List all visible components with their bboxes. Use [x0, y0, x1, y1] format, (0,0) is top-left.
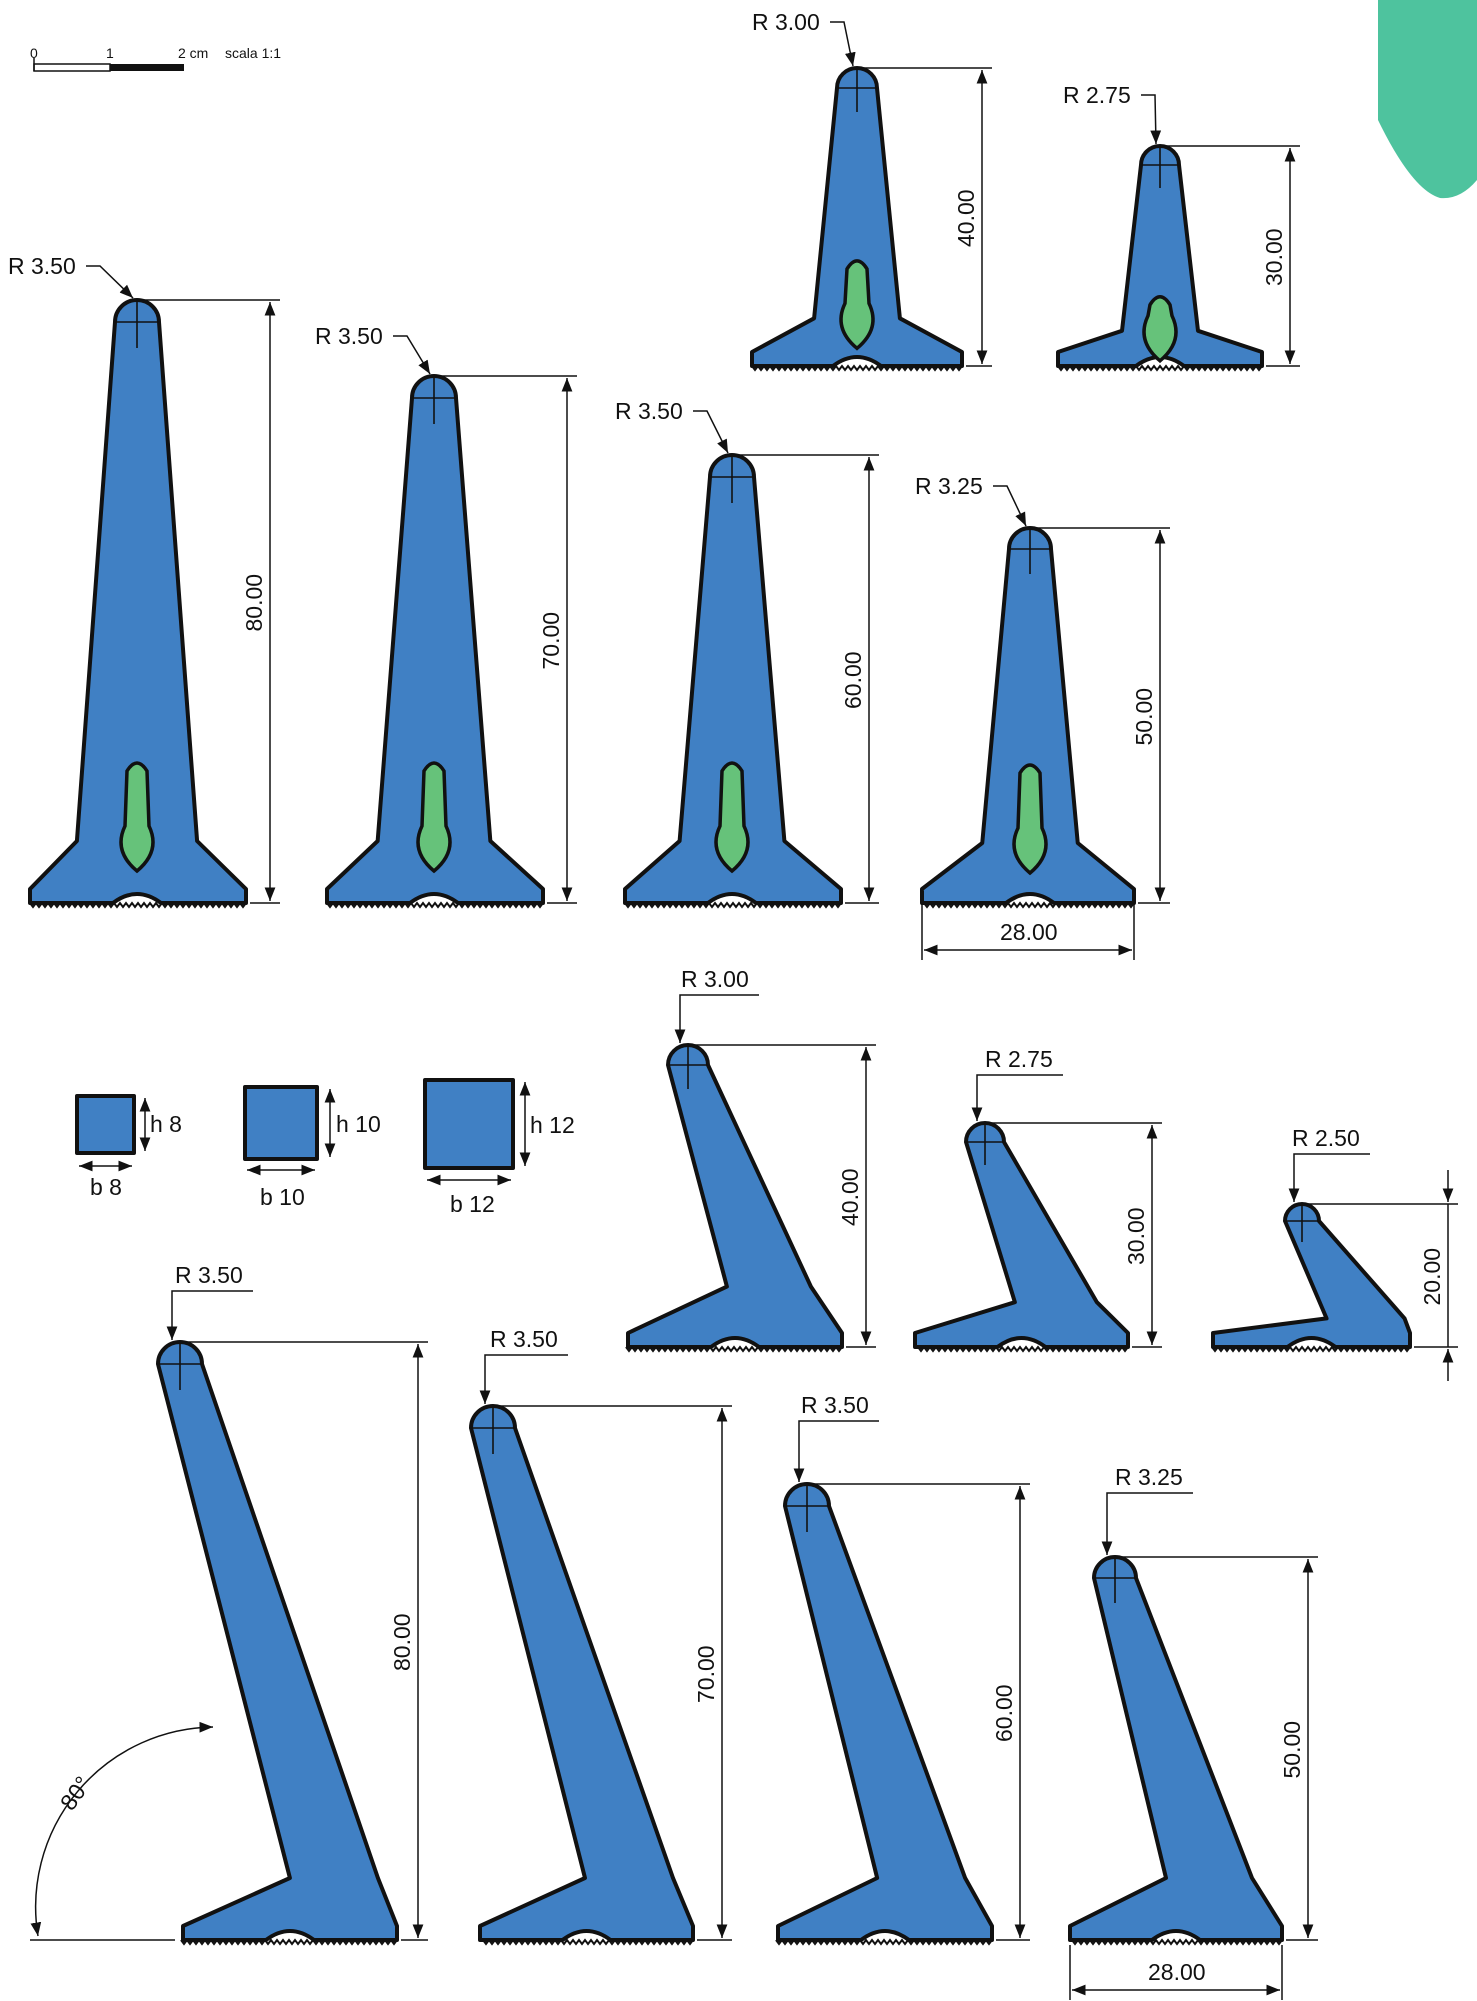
radius-label: R 2.50 [1292, 1125, 1360, 1151]
section-8-b-label: b 8 [90, 1174, 122, 1200]
slot-cavity [1012, 763, 1048, 876]
serrated-base [625, 1345, 843, 1353]
symmetric-profile-80.00: 80.00 R 3.50 [8, 253, 280, 909]
height-label: 50.00 [1131, 688, 1157, 746]
height-label: 60.00 [991, 1684, 1017, 1742]
serrated-base [326, 901, 544, 909]
radius-label: R 3.50 [315, 323, 383, 349]
inclined-profile-40.00: 40.00 R 3.00 [625, 966, 876, 1353]
serrated-base [624, 901, 842, 909]
angle-annotation: 80° [30, 1721, 214, 1941]
height-label: 30.00 [1123, 1207, 1149, 1265]
inclined-profile-60.00: 60.00 R 3.50 [775, 1392, 1030, 1946]
radius-label: R 3.50 [8, 253, 76, 279]
serrated-base [917, 1345, 1129, 1353]
slot-cavity [119, 761, 155, 874]
corner-tab [1378, 0, 1477, 199]
serrated-base [923, 901, 1135, 909]
profiles-group: 80.00 R 3.50 70.00 R 3.50 60.00 R 3.50 50.00 R … [8, 9, 1458, 1946]
inclined-profile-20.00: 20.00 R 2.50 [1211, 1125, 1458, 1381]
height-label: 70.00 [693, 1645, 719, 1703]
section-8-h-label: h 8 [150, 1111, 182, 1137]
symmetric-profile-50.00: 50.00 R 3.25 [915, 473, 1170, 909]
radius-label: R 3.25 [915, 473, 983, 499]
radius-label: R 3.50 [615, 398, 683, 424]
height-label: 50.00 [1279, 1721, 1305, 1779]
scale-label-1: 1 [106, 45, 114, 61]
radius-label: R 2.75 [985, 1046, 1053, 1072]
height-label: 60.00 [840, 651, 866, 709]
slot-cavity [839, 259, 875, 351]
radius-label: R 3.50 [801, 1392, 869, 1418]
inclined-profile-30.00: 30.00 R 2.75 [913, 1046, 1162, 1353]
serrated-base [29, 901, 247, 909]
symmetric-profile-40.00: 40.00 R 3.00 [750, 9, 992, 372]
profile-body [156, 1340, 399, 1942]
radius-label: R 2.75 [1063, 82, 1131, 108]
height-label: 20.00 [1419, 1248, 1445, 1306]
height-label: 80.00 [389, 1613, 415, 1671]
profile-body [776, 1482, 994, 1942]
radius-label: R 3.00 [752, 9, 820, 35]
slot-cavity [1142, 295, 1178, 364]
height-label: 70.00 [538, 612, 564, 670]
base-width-label-bottom: 28.00 [1148, 1959, 1206, 1985]
height-label: 40.00 [837, 1168, 863, 1226]
radius-label: R 3.50 [490, 1326, 558, 1352]
profile-body [626, 1043, 844, 1349]
inclined-profile-50.00: 50.00 R 3.25 [1068, 1464, 1318, 1946]
symmetric-profile-60.00: 60.00 R 3.50 [615, 398, 879, 909]
base-width-label: 28.00 [1000, 919, 1058, 945]
scale-text: scala 1:1 [225, 45, 281, 61]
section-12-h-label: h 12 [530, 1112, 575, 1138]
serrated-base [751, 364, 963, 372]
height-label: 40.00 [953, 189, 979, 247]
profile-body [469, 1404, 695, 1942]
section-10: h 10 b 10 [243, 1085, 381, 1210]
base-width-dimension: 28.00 [921, 903, 1135, 960]
profile-body [1068, 1555, 1284, 1942]
serrated-base [1057, 364, 1263, 372]
serrated-base [482, 1938, 694, 1946]
radius-label: R 3.00 [681, 966, 749, 992]
slot-cavity [416, 761, 452, 874]
serrated-base [775, 1938, 993, 1946]
cross-sections: h 8 b 8 h 10 b 10 h 12 b 12 [75, 1078, 575, 1217]
section-10-b-label: b 10 [260, 1184, 305, 1210]
section-12: h 12 b 12 [423, 1078, 575, 1217]
scale-label-2: 2 cm [178, 45, 208, 61]
scale-bar: 0 1 2 cm scala 1:1 [30, 45, 281, 72]
symmetric-profile-30.00: 30.00 R 2.75 [1056, 82, 1300, 372]
height-label: 30.00 [1261, 228, 1287, 286]
serrated-base [1071, 1938, 1283, 1946]
section-12-b-label: b 12 [450, 1191, 495, 1217]
base-width-dimension-bottom: 28.00 [1069, 1945, 1283, 2000]
inclined-profile-80.00: 80.00 R 3.50 [156, 1262, 428, 1946]
inclined-profile-70.00: 70.00 R 3.50 [469, 1326, 732, 1946]
section-8: h 8 b 8 [75, 1094, 182, 1200]
profile-body [913, 1121, 1130, 1349]
serrated-base [180, 1938, 398, 1946]
section-10-h-label: h 10 [336, 1111, 381, 1137]
serrated-base [1211, 1345, 1411, 1353]
radius-label: R 3.25 [1115, 1464, 1183, 1490]
symmetric-profile-70.00: 70.00 R 3.50 [315, 323, 577, 909]
profile-body [1211, 1202, 1412, 1349]
radius-label: R 3.50 [175, 1262, 243, 1288]
scale-label-0: 0 [30, 45, 38, 61]
slot-cavity [714, 761, 750, 874]
height-label: 80.00 [241, 574, 267, 632]
